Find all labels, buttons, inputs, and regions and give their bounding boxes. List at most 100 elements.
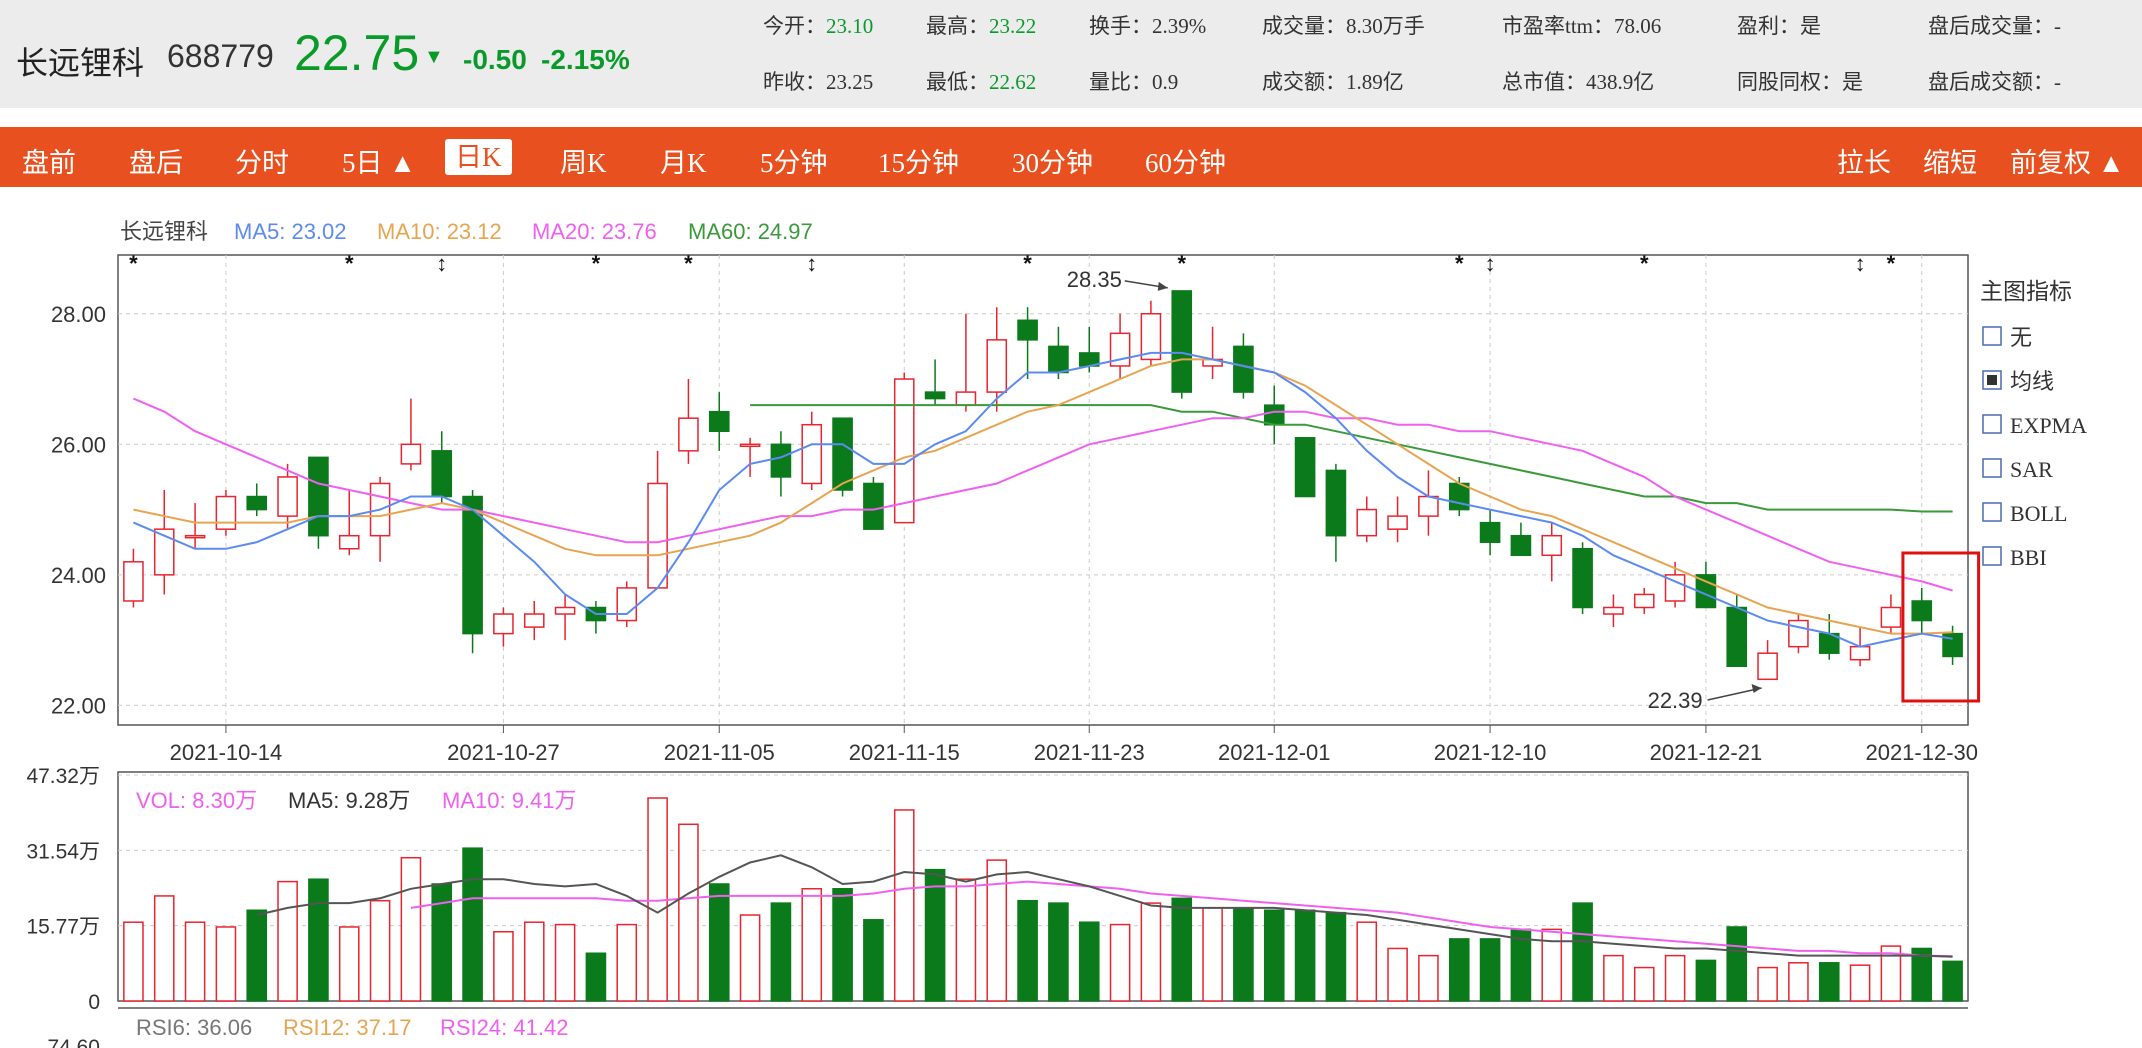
stat-label: 最高： — [926, 14, 989, 38]
adjust-mode-dropdown[interactable]: 前复权 ▲ — [2010, 148, 2125, 178]
stat-item: 成交量：8.30万手 — [1262, 10, 1425, 40]
volume-bar — [1263, 909, 1285, 1002]
volume-bar — [523, 921, 545, 1002]
candle — [770, 431, 792, 497]
event-marker: ↕ — [1855, 251, 1866, 276]
indicator-option-label: 无 — [2010, 325, 2032, 350]
candle-body — [1140, 313, 1162, 361]
volume-bar — [924, 868, 946, 1002]
tab-period[interactable]: 周K — [560, 148, 607, 178]
price-down-arrow-icon: ▼ — [424, 46, 444, 68]
candle — [184, 503, 206, 549]
volume-bar — [1479, 938, 1501, 1002]
stat-item: 最低：22.62 — [926, 66, 1036, 96]
volume-bar — [1633, 966, 1655, 1002]
zoom-out-button[interactable]: 缩短 — [1923, 148, 1977, 178]
indicator-panel-title: 主图指标 — [1980, 279, 2072, 304]
candle-body — [1788, 619, 1809, 648]
candle — [153, 490, 175, 595]
volume-bar — [1387, 947, 1408, 1002]
x-tick-label: 2021-12-10 — [1434, 740, 1547, 765]
event-marker: * — [1455, 251, 1464, 276]
volume-bar — [493, 930, 514, 1002]
candle-body — [153, 528, 175, 576]
volume-bar — [369, 899, 391, 1002]
tab-period[interactable]: 30分钟 — [1012, 148, 1093, 178]
rsi-legend-rsi12: RSI12: 37.17 — [283, 1015, 411, 1040]
volume-bar — [1664, 954, 1686, 1002]
candle-body — [955, 391, 977, 406]
stat-value: 23.10 — [826, 14, 874, 38]
stat-label: 同股同权： — [1737, 70, 1842, 94]
volume-bar — [1726, 926, 1748, 1002]
tab-period[interactable]: 60分钟 — [1145, 148, 1226, 178]
stat-item: 换手：2.39% — [1089, 10, 1206, 40]
tab-period[interactable]: 5分钟 — [760, 148, 828, 178]
volume-bar — [678, 823, 699, 1002]
legend-ma10: MA10: 23.12 — [377, 219, 502, 244]
candle-body — [1356, 508, 1378, 537]
event-marker: * — [592, 251, 601, 276]
candle-body — [893, 378, 915, 524]
volume-bar — [400, 856, 422, 1002]
stat-label: 盘后成交量： — [1928, 14, 2054, 38]
candle — [678, 379, 699, 464]
candle — [1633, 587, 1655, 615]
stat-value: 是 — [1842, 70, 1863, 94]
stat-label: 盘后成交额： — [1928, 70, 2054, 94]
tab-period[interactable]: 盘后 — [129, 148, 183, 178]
candle — [647, 450, 668, 589]
volume-bar — [1448, 938, 1470, 1002]
candle — [924, 359, 946, 406]
volume-legend-vol: VOL: 8.30万 — [136, 788, 257, 813]
candle-body — [801, 423, 823, 485]
quote-header: 长远锂科 688779 22.75 ▼ -0.50 -2.15% 今开：23.1… — [0, 0, 2142, 108]
indicator-checkbox — [1982, 414, 2002, 434]
volume-legend-ma5: MA5: 9.28万 — [288, 788, 410, 813]
stat-label: 换手： — [1089, 14, 1152, 38]
candle — [400, 398, 422, 471]
candle — [1017, 307, 1038, 380]
volume-bar — [1603, 954, 1624, 1002]
tab-period[interactable]: 日K — [445, 139, 512, 175]
volume-bar — [1757, 966, 1778, 1002]
x-tick-label: 2021-12-21 — [1650, 740, 1763, 765]
stat-item: 盈利：是 — [1737, 10, 1821, 40]
volume-y-tick-label: 0 — [88, 991, 100, 1014]
x-tick-label: 2021-11-05 — [664, 740, 775, 765]
tab-period[interactable]: 5日 ▲ — [342, 148, 416, 178]
candle-body — [1911, 600, 1933, 622]
candle-body — [1726, 606, 1748, 667]
stat-item: 量比：0.9 — [1089, 66, 1178, 96]
y-tick-label: 26.00 — [51, 432, 106, 457]
volume-legend-ma10: MA10: 9.41万 — [442, 788, 577, 813]
tab-period[interactable]: 月K — [660, 148, 707, 178]
indicator-option-label: BOLL — [2010, 501, 2067, 526]
stat-item: 盘后成交额：- — [1928, 66, 2061, 96]
volume-bar — [1202, 907, 1223, 1002]
indicator-checkbox — [1982, 458, 2002, 478]
candle-body — [1387, 515, 1408, 530]
candle — [1603, 594, 1624, 628]
candle — [1418, 470, 1439, 536]
stat-label: 昨收： — [763, 70, 826, 94]
tab-period[interactable]: 盘前 — [22, 148, 76, 178]
candle-body — [462, 495, 483, 635]
candle-body — [493, 613, 514, 635]
tab-period[interactable]: 分时 — [235, 148, 289, 178]
stat-item: 盘后成交量：- — [1928, 10, 2061, 40]
stat-label: 市盈率ttm： — [1502, 14, 1615, 38]
candle — [246, 483, 268, 517]
candle — [1263, 385, 1285, 445]
stat-value: 0.9 — [1152, 70, 1179, 94]
x-tick-label: 2021-12-01 — [1218, 740, 1331, 765]
candle — [986, 307, 1008, 412]
volume-bar — [153, 895, 175, 1002]
event-marker: * — [1023, 251, 1032, 276]
candle — [493, 607, 514, 647]
volume-bar — [1788, 962, 1809, 1002]
zoom-in-button[interactable]: 拉长 — [1837, 148, 1891, 178]
volume-bar — [955, 878, 977, 1002]
tab-period[interactable]: 15分钟 — [878, 148, 959, 178]
candle-body — [863, 482, 884, 530]
